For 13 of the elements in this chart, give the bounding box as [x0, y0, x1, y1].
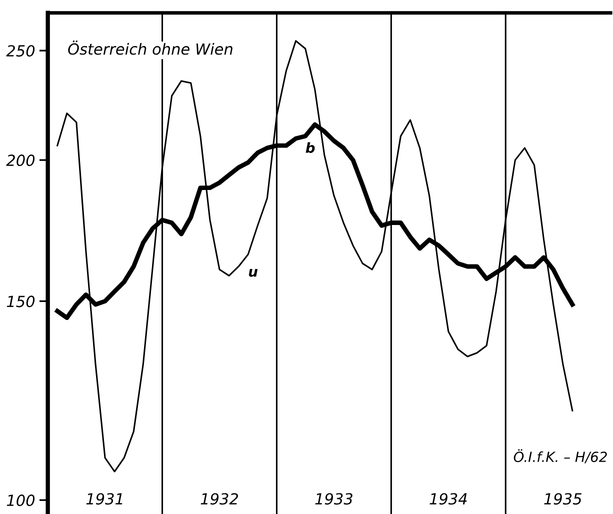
x-tick-label: 1932	[200, 493, 238, 505]
y-tick-label: 150	[6, 296, 35, 308]
x-tick-label: 1934	[430, 493, 467, 505]
series-label: b	[306, 142, 315, 153]
y-tick-label: 100	[6, 494, 35, 506]
x-tick-label: 1935	[544, 493, 582, 505]
x-tick-label: 1931	[86, 493, 122, 505]
text: Österreich ohne Wien	[68, 40, 232, 55]
series-label: u	[248, 269, 258, 277]
y-tick-label: 250	[6, 45, 35, 57]
y-tick-label: 200	[6, 154, 35, 166]
x-tick-label: 1933	[315, 493, 352, 505]
annotation: Ö.I.f.K. – H/62	[514, 449, 607, 464]
